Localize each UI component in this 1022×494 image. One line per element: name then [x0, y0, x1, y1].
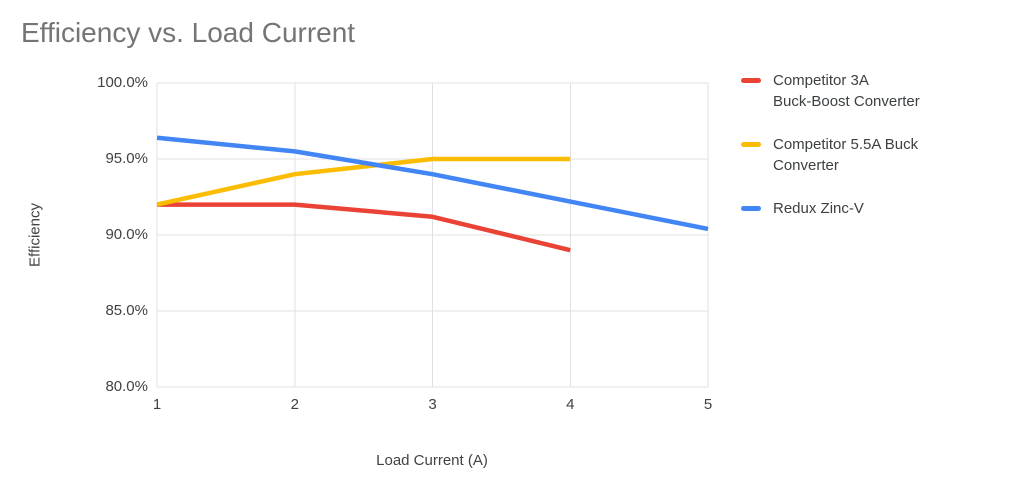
- y-tick-label: 100.0%: [97, 74, 148, 91]
- series-line-redux-zinc-v: [156, 135, 709, 232]
- y-tick-label: 85.0%: [105, 302, 148, 319]
- x-tick-label: 2: [290, 396, 299, 413]
- x-tick-label: 1: [152, 396, 162, 413]
- legend-entry: Redux Zinc-V: [741, 198, 920, 219]
- legend-label: Competitor 3A Buck-Boost Converter: [773, 72, 920, 110]
- series-line-competitor-3a-buck-boost-converter: [157, 202, 571, 253]
- legend-swatch: [741, 206, 761, 211]
- chart-legend: Competitor 3A Buck-Boost Converter Compet…: [741, 70, 920, 219]
- y-tick-label: 80.0%: [105, 378, 148, 395]
- legend-entry: Competitor 3A Buck-Boost Converter: [741, 70, 920, 112]
- y-tick-label: 90.0%: [105, 226, 148, 243]
- series-line-competitor-5-5a-buck-converter: [156, 156, 571, 207]
- x-axis-title: Load Current (A): [376, 452, 488, 469]
- chart-plot-svg: [156, 82, 709, 388]
- chart-title: Efficiency vs. Load Current: [21, 17, 356, 48]
- x-tick-label: 3: [428, 396, 437, 413]
- legend-label: Redux Zinc-V: [773, 200, 864, 217]
- y-tick-label: 95.0%: [105, 150, 148, 167]
- legend-swatch: [741, 78, 761, 83]
- legend-label: Competitor 5.5A Buck Converter: [773, 136, 919, 174]
- x-tick-label: 5: [703, 396, 713, 413]
- x-tick-label: 4: [566, 396, 575, 413]
- legend-swatch: [741, 142, 761, 147]
- legend-entry: Competitor 5.5A Buck Converter: [741, 134, 920, 176]
